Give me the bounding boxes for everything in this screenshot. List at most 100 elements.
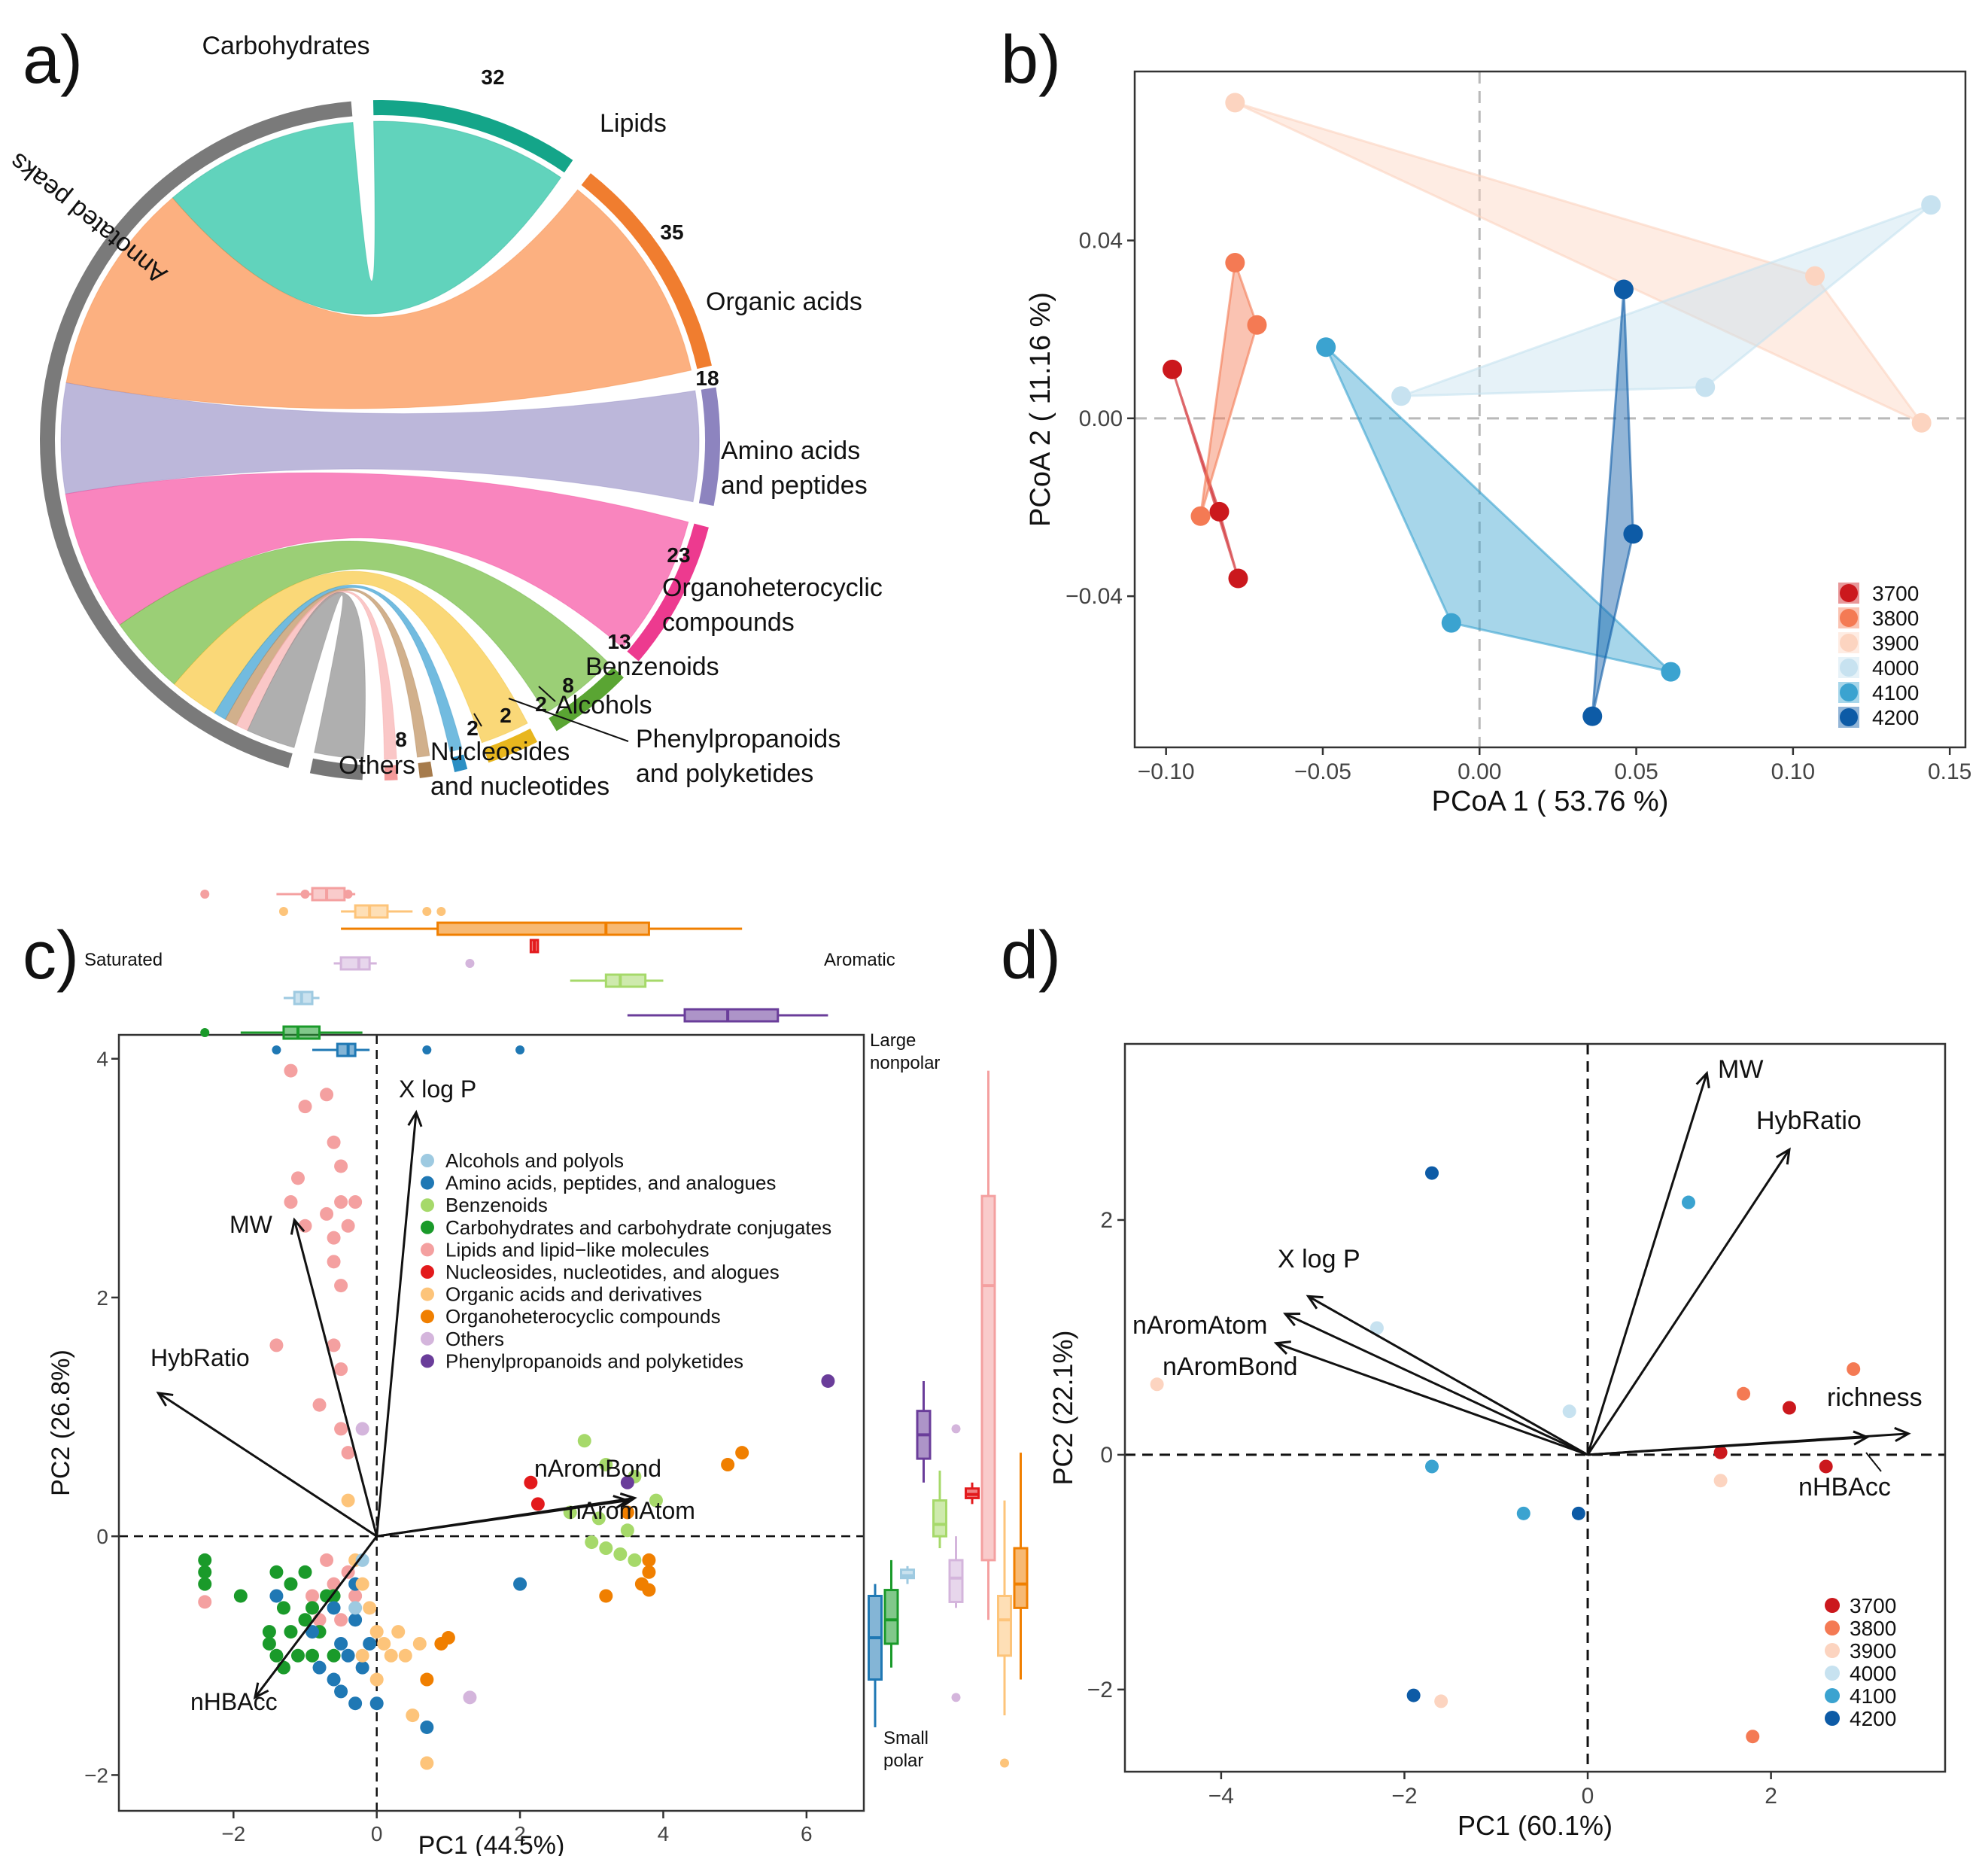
panel-label-a: a): [23, 23, 83, 98]
legend-label-3800: 3800: [1850, 1617, 1896, 1640]
legend-label-3700: 3700: [1872, 582, 1919, 605]
point-alcohols-and-polyols-0: [355, 1553, 369, 1567]
hull-4100: [1324, 346, 1675, 674]
point-3700-1: [1713, 1445, 1728, 1459]
category-count-lipids: 35: [660, 221, 683, 244]
top-box-alcohols-and-polyols: [293, 990, 314, 1006]
category-arc-carbohydrates: [372, 100, 573, 173]
right-box-outlier-organic-acids-and-derivatives: [1000, 1758, 1009, 1768]
loading-label-narombond: nAromBond: [1163, 1352, 1298, 1381]
point-organoheterocyclic-compounds-6: [642, 1583, 656, 1597]
legend-label-organic-acids-and-derivatives: Organic acids and derivatives: [445, 1283, 702, 1306]
point-lipids-and-lipid-like-molecules-5: [334, 1159, 348, 1173]
y-tick-label: 2: [96, 1286, 108, 1310]
y-axis-title: PC2 (22.1%): [1047, 1330, 1078, 1485]
point-4000-1: [1562, 1404, 1576, 1419]
point-lipids-and-lipid-like-molecules-24: [305, 1589, 320, 1603]
label-small-polar: Small polar: [883, 1728, 929, 1771]
plot-frame: [1123, 1042, 1947, 1773]
legend-label-amino-acids-peptides-and-analogues: Amino acids, peptides, and analogues: [445, 1172, 776, 1194]
point-lipids-and-lipid-like-molecules-8: [334, 1195, 348, 1209]
legend-key-phenylpropanoids-and-polyketides: [421, 1354, 434, 1368]
legend-key-3900: [1825, 1643, 1840, 1658]
category-arc-benzenoids: [483, 729, 538, 763]
point-lipids-and-lipid-like-molecules-15: [327, 1338, 341, 1352]
point-carbohydrates-and-carbohydrate-conjugates-9: [262, 1636, 276, 1651]
category-count-others: 8: [395, 728, 407, 751]
leader-line-alcohols: [538, 686, 556, 702]
point-carbohydrates-and-carbohydrate-conjugates-11: [298, 1613, 312, 1627]
chord-ribbon-alcohols: [214, 584, 463, 753]
loading-label-nhbacc: nHBAcc: [1798, 1473, 1891, 1502]
loading-arrowhead-narombond: [619, 1492, 637, 1508]
top-box-outlier-amino-acids-peptides-and-analogues: [515, 1045, 525, 1054]
loading-vector-mw: [1586, 1073, 1708, 1456]
category-arc-organoheterocyclic-compounds: [549, 667, 624, 732]
point-organic-acids-and-derivatives-7: [412, 1636, 427, 1651]
y-tick-label: −2: [1087, 1678, 1113, 1702]
label-aromatic: Aromatic: [824, 950, 895, 970]
x-tick-label: −0.10: [1138, 759, 1195, 784]
top-box-amino-acids-peptides-and-analogues: [336, 1042, 357, 1057]
point-amino-acids-peptides-and-analogues-11: [420, 1720, 434, 1734]
legend-label-4000: 4000: [1850, 1662, 1896, 1685]
loading-arrowhead-naromatom: [613, 1495, 631, 1511]
legend-key-3700: [1840, 584, 1858, 602]
loading-label-naromatom: nAromAtom: [1132, 1311, 1268, 1340]
point-organoheterocyclic-compounds-0: [735, 1446, 749, 1460]
right-box-benzenoids: [932, 1499, 947, 1538]
x-tick-label: −0.05: [1294, 759, 1351, 784]
point-amino-acids-peptides-and-analogues-10: [369, 1696, 384, 1711]
point-amino-acids-peptides-and-analogues-0: [269, 1589, 284, 1603]
point-4100-2: [1661, 662, 1681, 682]
point-organic-acids-and-derivatives-13: [420, 1756, 434, 1770]
category-arc-others: [309, 758, 363, 780]
loading-vector-hybratio: [157, 1392, 378, 1538]
point-benzenoids-8: [613, 1547, 628, 1561]
top-box-outlier-lipids-and-lipid-like-molecules: [300, 890, 310, 899]
point-lipids-and-lipid-like-molecules-20: [341, 1446, 355, 1460]
category-label-lipids: Lipids: [600, 109, 667, 138]
top-box-carbohydrates-and-carbohydrate-conjugates: [282, 1025, 321, 1040]
loading-arrowhead-naromatom: [1283, 1312, 1301, 1327]
top-box-outlier-organic-acids-and-derivatives: [278, 907, 288, 916]
point-lipids-and-lipid-like-molecules-10: [327, 1231, 341, 1245]
point-organoheterocyclic-compounds-7: [599, 1589, 613, 1603]
category-label-amino-acids-and-peptides: Amino acids and peptides: [721, 437, 868, 500]
point-organoheterocyclic-compounds-10: [420, 1672, 434, 1687]
point-amino-acids-peptides-and-analogues-5: [327, 1672, 341, 1687]
point-lipids-and-lipid-like-molecules-21: [198, 1595, 212, 1609]
top-box-others: [339, 956, 371, 971]
right-box-organic-acids-and-derivatives: [997, 1594, 1012, 1657]
legend-key-benzenoids: [421, 1198, 434, 1212]
legend-key-nucleosides-nucleotides-and-alogues: [421, 1265, 434, 1279]
legend-key-3900: [1840, 634, 1858, 652]
leader-line-nhbacc: [1865, 1452, 1882, 1472]
legend-key-organic-acids-and-derivatives: [421, 1287, 434, 1301]
legend-key-4000: [1840, 659, 1858, 677]
point-carbohydrates-and-carbohydrate-conjugates-20: [262, 1625, 276, 1639]
point-4100-0: [1316, 337, 1336, 358]
panel-b-pcoa-plot: b) −0.10 −0.05 0.00 0.05 0.10 0.15 −0.04 0.00 0.0…: [1001, 23, 1971, 817]
x-tick-label: 6: [801, 1822, 813, 1845]
category-arc-organic-acids: [698, 387, 720, 507]
leader-line-phenylpropanoids: [508, 698, 629, 742]
category-count-alcohols: 2: [535, 692, 547, 716]
legend-label-4100: 4100: [1872, 681, 1919, 704]
loading-label-hybratio: HybRatio: [1756, 1106, 1862, 1135]
point-organic-acids-and-derivatives-5: [377, 1636, 391, 1651]
top-box-outlier-organic-acids-and-derivatives: [422, 907, 432, 916]
loading-label-hybratio: HybRatio: [150, 1344, 250, 1371]
point-amino-acids-peptides-and-analogues-9: [348, 1696, 363, 1711]
category-label-benzenoids: Benzenoids: [585, 653, 719, 681]
point-lipids-and-lipid-like-molecules-13: [327, 1255, 341, 1269]
point-lipids-and-lipid-like-molecules-16: [334, 1362, 348, 1377]
legend-label-3800: 3800: [1872, 607, 1919, 630]
point-lipids-and-lipid-like-molecules-18: [312, 1398, 327, 1412]
point-others-0: [355, 1422, 369, 1436]
point-amino-acids-peptides-and-analogues-4: [348, 1613, 363, 1627]
hull-4200: [1591, 289, 1634, 717]
point-nucleosides-nucleotides-and-alogues-1: [530, 1497, 545, 1511]
point-lipids-and-lipid-like-molecules-14: [334, 1279, 348, 1293]
legend-label-3700: 3700: [1850, 1594, 1896, 1617]
